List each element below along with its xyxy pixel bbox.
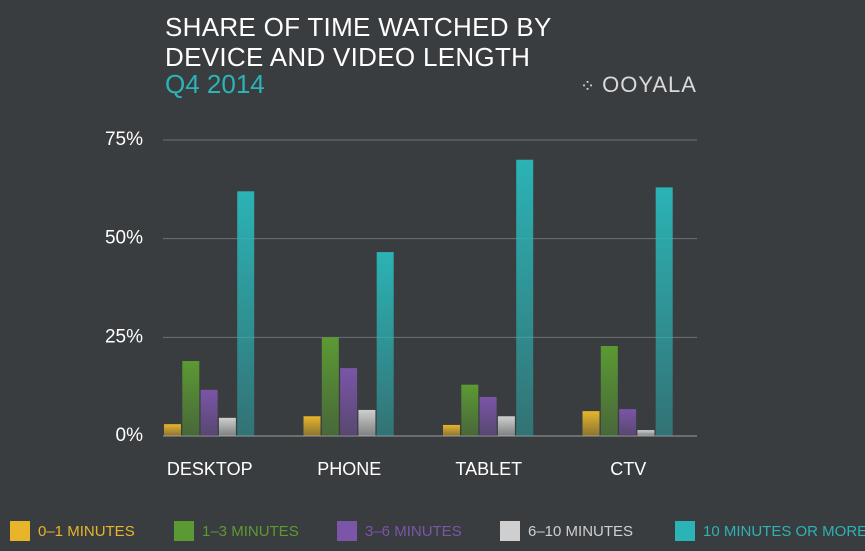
bar	[237, 191, 255, 436]
logo: ⁘ OOYALA	[580, 72, 697, 98]
logo-text: OOYALA	[602, 72, 697, 97]
x-tick-label: TABLET	[455, 459, 522, 479]
x-tick-label: CTV	[610, 459, 646, 479]
y-tick-label: 25%	[105, 326, 143, 347]
bar	[358, 409, 376, 436]
legend-swatch	[337, 521, 357, 541]
x-tick-label: PHONE	[317, 459, 381, 479]
bar	[497, 416, 515, 436]
x-tick-label: DESKTOP	[167, 459, 253, 479]
bar	[582, 411, 600, 436]
chart-subtitle: Q4 2014	[165, 69, 265, 99]
bar	[200, 389, 218, 436]
bar	[218, 417, 236, 436]
legend-swatch	[500, 521, 520, 541]
bar	[637, 430, 655, 436]
legend-swatch	[675, 521, 695, 541]
bar	[655, 187, 673, 436]
legend-swatch	[10, 521, 30, 541]
y-tick-label: 50%	[105, 228, 143, 249]
bar	[303, 416, 321, 436]
bar	[340, 368, 358, 436]
bar	[461, 384, 479, 436]
bar	[164, 424, 181, 436]
bar	[443, 424, 460, 436]
y-tick-label: 75%	[105, 129, 143, 150]
bar	[376, 252, 394, 436]
legend-label: 3–6 MINUTES	[365, 523, 462, 540]
bar	[182, 361, 200, 436]
legend-label: 10 MINUTES OR MORE	[703, 523, 865, 540]
bar	[516, 159, 534, 436]
bar	[619, 409, 637, 436]
logo-dots: ⁘	[580, 76, 603, 96]
chart-title: SHARE OF TIME WATCHED BY DEVICE AND VIDE…	[165, 12, 552, 72]
legend-label: 6–10 MINUTES	[528, 523, 633, 540]
y-tick-label: 0%	[116, 425, 144, 446]
legend-label: 1–3 MINUTES	[202, 523, 299, 540]
bar	[600, 346, 618, 436]
bar	[321, 337, 339, 436]
legend-label: 0–1 MINUTES	[38, 523, 135, 540]
legend-swatch	[174, 521, 194, 541]
bar	[479, 396, 497, 436]
